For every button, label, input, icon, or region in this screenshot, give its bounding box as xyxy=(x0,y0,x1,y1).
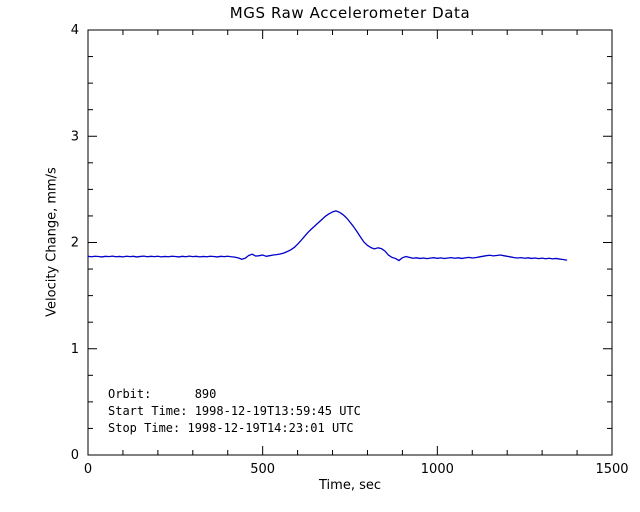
y-tick-label: 3 xyxy=(71,129,79,144)
y-tick-label: 2 xyxy=(71,236,79,251)
x-tick-label: 1500 xyxy=(595,462,628,477)
y-axis-label: Velocity Change, mm/s xyxy=(44,167,60,317)
y-tick-label: 0 xyxy=(71,448,79,463)
annotation-block: Orbit: 890 Start Time: 1998-12-19T13:59:… xyxy=(108,386,361,437)
x-axis-label: Time, sec xyxy=(319,478,381,493)
x-tick-label: 0 xyxy=(84,462,92,477)
annotation-start-time: Start Time: 1998-12-19T13:59:45 UTC xyxy=(108,404,361,418)
x-tick-label: 500 xyxy=(250,462,275,477)
data-series-line xyxy=(87,210,568,262)
annotation-stop-time: Stop Time: 1998-12-19T14:23:01 UTC xyxy=(108,421,354,435)
chart-title: MGS Raw Accelerometer Data xyxy=(229,4,471,22)
y-tick-label: 4 xyxy=(71,23,79,38)
y-tick-label: 1 xyxy=(71,342,79,357)
annotation-orbit: Orbit: 890 xyxy=(108,387,217,401)
x-tick-label: 1000 xyxy=(421,462,454,477)
